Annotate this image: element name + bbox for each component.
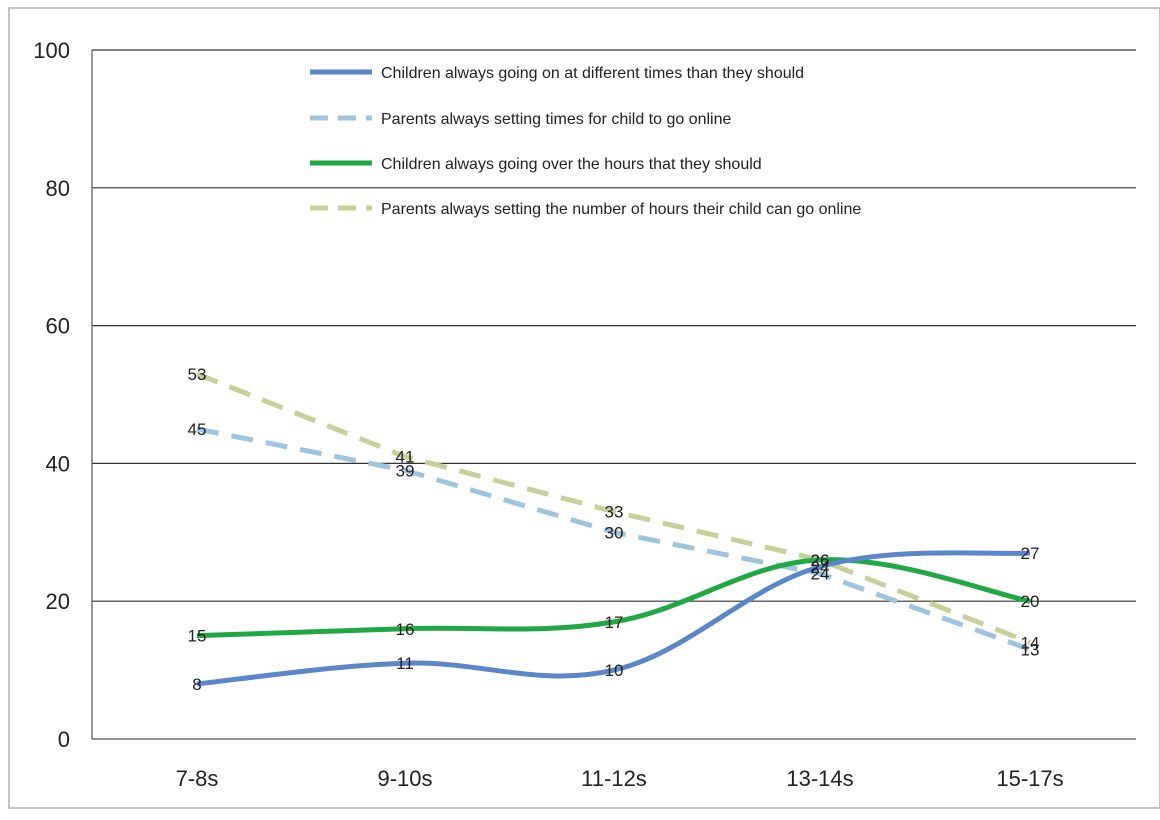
data-label: 39 (396, 461, 415, 480)
x-tick-label: 13-14s (786, 766, 853, 791)
data-label: 30 (605, 523, 624, 542)
x-tick-label: 9-10s (377, 766, 432, 791)
data-label: 10 (605, 661, 624, 680)
data-label: 41 (396, 448, 415, 467)
data-label: 24 (811, 558, 830, 577)
series-line-4 (196, 371, 1031, 645)
data-label: 20 (1021, 592, 1040, 611)
series-line-2 (196, 426, 1031, 652)
axes: 0 20 40 60 80 100 7-8s 9-10s 11-12s 13-14s 15-17s (33, 38, 1136, 791)
data-label: 15 (188, 627, 207, 646)
data-label: 24 (811, 565, 830, 584)
gridlines (92, 49, 1136, 602)
legend: Children always going on at different ti… (310, 65, 861, 218)
y-tick-label: 20 (46, 589, 70, 614)
legend-entry: Parents always setting the number of hou… (381, 201, 861, 218)
series-lines (196, 371, 1031, 687)
data-label: 17 (605, 613, 624, 632)
data-label: 11 (396, 654, 414, 673)
data-label: 13 (1021, 640, 1040, 659)
data-label: 16 (396, 620, 415, 639)
series-line-1 (196, 550, 1031, 687)
data-label: 27 (1021, 544, 1040, 563)
data-label: 33 (605, 503, 624, 522)
legend-entry: Children always going on at different ti… (381, 65, 804, 82)
x-tick-label: 7-8s (176, 766, 219, 791)
y-tick-label: 60 (46, 314, 70, 339)
legend-entry: Parents always setting times for child t… (381, 111, 732, 128)
y-tick-label: 80 (46, 176, 70, 201)
series-line-3 (196, 557, 1031, 639)
data-label: 45 (188, 420, 207, 439)
data-label: 14 (1021, 634, 1040, 653)
data-label: 26 (811, 551, 830, 570)
chart-border (8, 7, 1160, 809)
data-label: 53 (188, 365, 207, 384)
legend-entry: Children always going over the hours tha… (381, 156, 762, 173)
x-tick-label: 15-17s (996, 766, 1063, 791)
data-label: 26 (811, 551, 830, 570)
y-tick-label: 0 (58, 727, 70, 752)
data-label: 8 (192, 675, 201, 694)
x-tick-label: 11-12s (581, 766, 647, 791)
y-tick-label: 100 (33, 38, 70, 63)
y-tick-label: 40 (46, 451, 70, 476)
